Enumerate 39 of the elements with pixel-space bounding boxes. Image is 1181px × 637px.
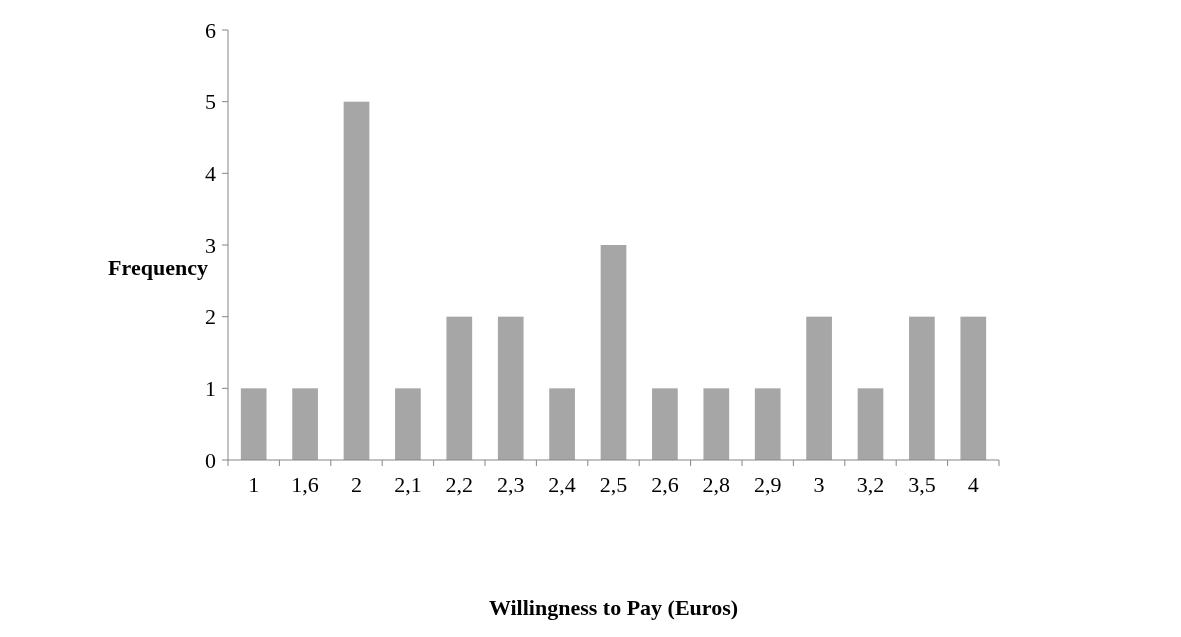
y-tick-label: 1 xyxy=(205,376,216,402)
x-tick-label: 2,2 xyxy=(445,472,474,497)
bar xyxy=(754,388,781,460)
bar xyxy=(857,388,884,460)
x-tick-label: 1 xyxy=(248,472,260,497)
y-tick-label: 6 xyxy=(205,17,216,43)
bar xyxy=(446,316,473,460)
x-tick-label: 2,3 xyxy=(496,472,525,497)
x-tick-label: 3,5 xyxy=(908,472,936,497)
bar xyxy=(652,388,678,460)
y-tick-label: 3 xyxy=(205,232,216,258)
bar xyxy=(909,316,935,460)
y-tick-label: 5 xyxy=(205,89,216,115)
bar xyxy=(600,245,627,460)
bar xyxy=(497,316,524,460)
bar xyxy=(343,101,370,460)
bar xyxy=(703,388,730,460)
y-tick-label: 2 xyxy=(205,304,216,330)
y-axis-title: Frequency xyxy=(108,255,208,280)
y-tick-label: 0 xyxy=(205,447,216,473)
bar xyxy=(806,316,832,460)
bar xyxy=(549,388,575,460)
x-tick-label: 3 xyxy=(813,472,825,497)
x-tick-label: 2,9 xyxy=(753,472,782,497)
x-axis-title: Willingness to Pay (Euros) xyxy=(488,595,739,620)
x-tick-label: 2 xyxy=(351,472,362,497)
x-tick-label: 2,5 xyxy=(599,472,628,497)
x-tick-label: 2,8 xyxy=(702,472,731,497)
bar xyxy=(395,388,421,460)
bar xyxy=(960,316,987,460)
x-tick-label: 4 xyxy=(967,472,979,497)
x-tick-label: 2,4 xyxy=(548,472,576,497)
x-tick-label: 1,6 xyxy=(291,472,319,497)
y-tick-label: 4 xyxy=(205,161,216,187)
x-tick-label: 3,2 xyxy=(856,472,885,497)
bar xyxy=(292,388,318,460)
bar xyxy=(240,388,267,460)
x-tick-label: 2,6 xyxy=(651,472,679,497)
x-tick-label: 2,1 xyxy=(394,472,422,497)
